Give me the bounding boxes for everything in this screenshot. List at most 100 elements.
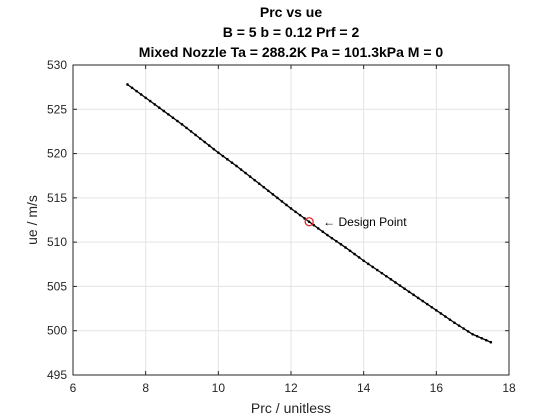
series-point: [144, 96, 147, 100]
series-point: [148, 99, 152, 103]
series-point: [230, 161, 234, 164]
series-point: [235, 164, 238, 168]
series-point: [262, 185, 266, 189]
x-tick-label: 14: [357, 381, 371, 395]
y-tick-label: 525: [47, 102, 67, 116]
series-point: [189, 130, 193, 133]
series-point: [298, 213, 302, 217]
series-point: [326, 233, 329, 237]
series-point: [316, 227, 320, 230]
series-point: [153, 103, 157, 106]
series-point: [157, 106, 161, 110]
series-point: [435, 309, 438, 312]
series-point: [171, 116, 175, 119]
series-point: [444, 315, 447, 318]
design-point-marker: [304, 217, 314, 227]
y-tick-label: 520: [47, 147, 67, 161]
x-tick-label: 12: [284, 381, 298, 395]
axes: [72, 64, 510, 376]
series-point: [271, 193, 275, 196]
annotations: ← Design Point: [304, 215, 407, 229]
x-tick-label: 16: [430, 381, 444, 395]
series-point: [176, 119, 179, 123]
series-point: [448, 318, 452, 321]
x-tick-label: 10: [212, 381, 226, 395]
series-point: [375, 268, 379, 272]
series-point: [135, 89, 138, 93]
series-point: [389, 278, 393, 281]
series-point: [203, 140, 207, 144]
series-point: [453, 321, 456, 325]
series-point: [412, 293, 415, 297]
chart-title-line-1: Prc vs ue: [260, 4, 322, 20]
series-point: [226, 158, 229, 161]
series-point: [194, 133, 197, 137]
series-point: [207, 144, 211, 147]
series-point: [366, 262, 370, 266]
series-point: [339, 243, 343, 246]
chart-title-line-3: Mixed Nozzle Ta = 288.2K Pa = 101.3kPa M…: [139, 44, 444, 60]
series-point: [321, 230, 325, 234]
series-point: [285, 203, 288, 207]
y-tick-label: 505: [47, 279, 67, 293]
series-point: [480, 336, 484, 340]
series-point: [466, 330, 470, 333]
y-tick-label: 510: [47, 235, 67, 249]
series-point: [276, 196, 279, 200]
design-point-label: ← Design Point: [323, 215, 407, 229]
series-point: [289, 207, 293, 210]
series-point: [353, 252, 356, 256]
tick-labels: 6 8 10 12 14 16 18 495 500 505 510 515 520 525 530: [47, 58, 516, 395]
y-tick-label: 530: [47, 58, 67, 72]
series-point: [348, 249, 352, 253]
x-axis-label: Prc / unitless: [251, 400, 331, 416]
series-point: [266, 189, 270, 193]
series-point: [217, 151, 220, 154]
y-axis-label: ue / m/s: [24, 195, 40, 245]
series-point: [180, 123, 184, 126]
series-point: [280, 200, 284, 203]
series-point: [484, 338, 488, 342]
series-point: [139, 93, 143, 96]
series-point: [344, 246, 347, 249]
series-point: [421, 299, 425, 303]
series-point: [380, 271, 384, 275]
series-point: [425, 302, 429, 306]
series-point: [371, 265, 375, 269]
series-point: [475, 334, 479, 338]
series-point: [416, 296, 420, 300]
series-point: [294, 210, 297, 214]
series-point: [462, 327, 465, 330]
series-point: [185, 126, 188, 130]
y-tick-label: 495: [47, 368, 67, 382]
series-point: [394, 281, 397, 284]
series-point: [407, 290, 411, 294]
series-point: [198, 137, 202, 140]
series-point: [457, 324, 461, 327]
series-point: [248, 175, 252, 178]
axes-box: [72, 64, 510, 376]
series-point: [312, 223, 316, 227]
y-tick-label: 515: [47, 191, 67, 205]
series-point: [303, 217, 306, 220]
series-point: [307, 220, 311, 224]
series-point: [357, 256, 361, 259]
series-point: [471, 332, 474, 336]
series-point: [398, 284, 402, 287]
series-point: [335, 239, 338, 243]
series-point: [489, 340, 493, 344]
x-tick-label: 18: [502, 381, 516, 395]
series-point: [162, 109, 166, 113]
y-tick-label: 500: [47, 324, 67, 338]
series-point: [167, 113, 170, 116]
x-tick-label: 8: [142, 381, 149, 395]
series-point: [253, 178, 256, 182]
series-point: [212, 147, 216, 151]
series-point: [244, 171, 247, 175]
series-point: [239, 168, 243, 171]
series-point: [126, 83, 129, 86]
series-point: [439, 312, 443, 315]
series-point: [330, 236, 334, 240]
series-point: [257, 182, 261, 185]
